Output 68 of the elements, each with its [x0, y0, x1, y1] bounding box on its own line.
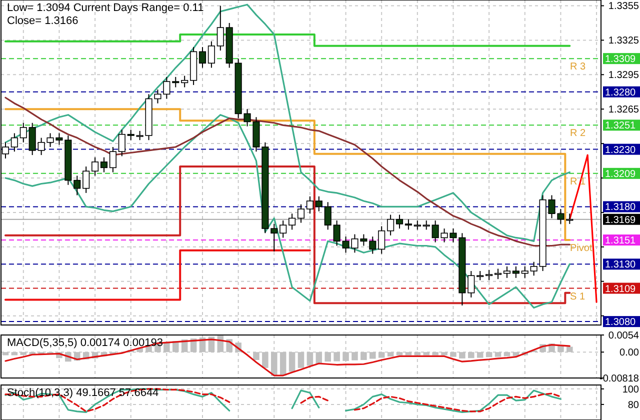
y-tick-label: 1.3325	[608, 36, 640, 47]
candlestick	[494, 268, 502, 280]
candlestick	[306, 196, 314, 214]
ref-line-label: 1.3130	[605, 260, 636, 271]
annotation: S 1	[570, 291, 586, 302]
candlestick	[530, 261, 538, 276]
candlestick	[82, 166, 90, 194]
ref-line-label: 1.3309	[605, 54, 636, 66]
candlestick	[378, 226, 386, 254]
candlestick	[476, 270, 484, 281]
candlestick	[181, 75, 188, 88]
ref-line-label: 1.3209	[605, 168, 636, 180]
candlestick	[414, 220, 421, 230]
y-tick-label: 1.3295	[608, 70, 640, 82]
candlestick	[297, 204, 305, 224]
candlestick	[468, 270, 475, 298]
ref-line-label: 1.3080	[605, 317, 636, 328]
ref-line-label: 1.3109	[605, 284, 636, 295]
y-tick-label: 0.0054	[608, 330, 640, 342]
ref-line-label: 1.3280	[605, 87, 636, 98]
candlestick	[512, 266, 520, 278]
annotation: Close= 1.3166	[7, 15, 78, 27]
candlestick	[127, 129, 134, 141]
candlestick	[486, 269, 493, 281]
candlestick	[198, 46, 206, 68]
candlestick	[324, 202, 332, 230]
line-series	[4, 114, 570, 309]
candlestick	[74, 175, 81, 196]
candlestick	[91, 156, 99, 176]
ref-line-label: 1.3230	[605, 144, 636, 156]
candlestick	[422, 220, 430, 230]
ref-line-label: 1.3169	[605, 214, 636, 226]
candlestick	[208, 40, 215, 68]
y-tick-label: 0.00	[620, 348, 640, 359]
candlestick	[369, 236, 376, 254]
candlestick	[20, 122, 27, 143]
annotation: R 1	[570, 176, 586, 188]
candlestick	[315, 196, 322, 212]
candlestick	[100, 156, 108, 173]
annotation: Pivot	[570, 243, 592, 254]
candlestick	[109, 146, 116, 173]
candlestick	[10, 132, 18, 152]
line-series	[4, 338, 570, 376]
candlestick	[172, 76, 180, 88]
annotation: R 3	[570, 62, 586, 73]
y-tick-label: 100	[622, 384, 640, 396]
candlestick	[404, 218, 412, 230]
annotation: R 2	[570, 128, 586, 140]
ref-line-label: 1.3251	[605, 120, 636, 132]
candlestick	[118, 129, 126, 157]
y-tick-label: 1.3355	[608, 1, 640, 12]
candlestick	[28, 122, 36, 156]
y-tick-label: 1.3265	[608, 104, 640, 116]
annotation: Low= 1.3094 Current Days Range= 0.11	[7, 2, 204, 14]
y-tick-label: 80	[628, 400, 640, 411]
candlestick	[387, 214, 394, 236]
ref-line-label: 1.3180	[605, 202, 636, 214]
candlestick	[216, 5, 224, 52]
candlestick	[280, 220, 287, 238]
candlestick	[288, 213, 296, 230]
ref-line-label: 1.3151	[605, 236, 636, 247]
line-series	[4, 4, 570, 242]
chart-title: MACD(5,35,5) 0.00174 0.00193	[7, 337, 163, 349]
candlestick	[270, 223, 278, 252]
candlestick	[396, 214, 404, 230]
y-tick-label: -0.00818	[600, 374, 640, 384]
candlestick	[521, 266, 528, 278]
candlestick	[503, 266, 511, 278]
